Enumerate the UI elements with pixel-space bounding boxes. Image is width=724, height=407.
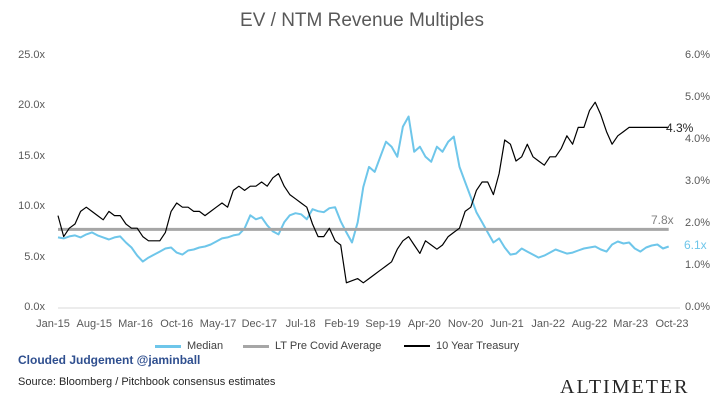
legend-item-median: Median: [155, 340, 223, 352]
legend-label-treasury: 10 Year Treasury: [436, 340, 520, 352]
y-right-tick-label: 2.0%: [685, 217, 711, 229]
x-tick-label: Mar-23: [613, 318, 649, 330]
legend-swatch-lt-average: [243, 344, 269, 348]
x-tick-label: Sep-19: [365, 318, 401, 330]
chart-title: EV / NTM Revenue Multiples: [240, 10, 484, 31]
x-tick-label: Dec-17: [241, 318, 278, 330]
legend-label-lt-average: LT Pre Covid Average: [275, 340, 382, 352]
x-tick-label: Mar-16: [118, 318, 153, 330]
x-tick-label: Jun-21: [490, 318, 524, 330]
y-left-tick-label: 20.0x: [18, 99, 45, 112]
brand-logo: ALTIMETER: [560, 376, 690, 398]
y-left-tick-label: 15.0x: [18, 149, 45, 162]
x-tick-label: Oct-16: [160, 318, 194, 330]
x-tick-label: Apr-20: [407, 318, 441, 330]
x-tick-label: Jan-22: [531, 318, 566, 330]
y-right-tick-label: 3.0%: [685, 175, 711, 187]
annotation-median-latest: 6.1x: [684, 238, 707, 252]
y-right-tick-label: 5.0%: [685, 91, 711, 103]
x-tick-label: Oct-23: [655, 318, 689, 330]
annotation-lt-average: 7.8x: [651, 213, 674, 227]
y-left-tick-label: 0.0x: [24, 301, 45, 313]
y-left-tick-label: 5.0x: [24, 250, 45, 263]
chart-legend: Median LT Pre Covid Average 10 Year Trea…: [0, 340, 724, 358]
legend-swatch-treasury: [404, 345, 430, 347]
y-right-tick-label: 0.0%: [685, 301, 711, 313]
legend-item-lt-average: LT Pre Covid Average: [243, 340, 381, 352]
legend-swatch-median: [155, 344, 181, 348]
source-note: Source: Bloomberg / Pitchbook consensus …: [18, 376, 276, 388]
x-tick-label: May-17: [199, 318, 237, 330]
x-tick-label: Jul-18: [285, 318, 316, 330]
series-line-treasury: [57, 101, 669, 284]
legend-label-median: Median: [187, 340, 224, 352]
x-tick-label: Feb-19: [324, 318, 360, 330]
y-right-tick-label: 4.0%: [685, 133, 711, 145]
y-right-tick-label: 1.0%: [685, 259, 711, 271]
y-left-tick-label: 25.0x: [18, 49, 45, 61]
x-tick-label: Aug-15: [76, 318, 113, 330]
y-right-tick-label: 6.0%: [685, 49, 711, 61]
x-tick-label: Aug-22: [571, 318, 608, 330]
watermark-text: Clouded Judgement @jaminball: [18, 353, 201, 367]
x-tick-label: Nov-20: [447, 318, 484, 330]
series-line-median: [57, 115, 670, 263]
legend-item-treasury: 10 Year Treasury: [404, 340, 519, 352]
y-left-tick-label: 10.0x: [18, 200, 45, 213]
annotation-treasury-latest: 4.3%: [666, 121, 694, 135]
x-tick-label: Jan-15: [36, 318, 70, 330]
